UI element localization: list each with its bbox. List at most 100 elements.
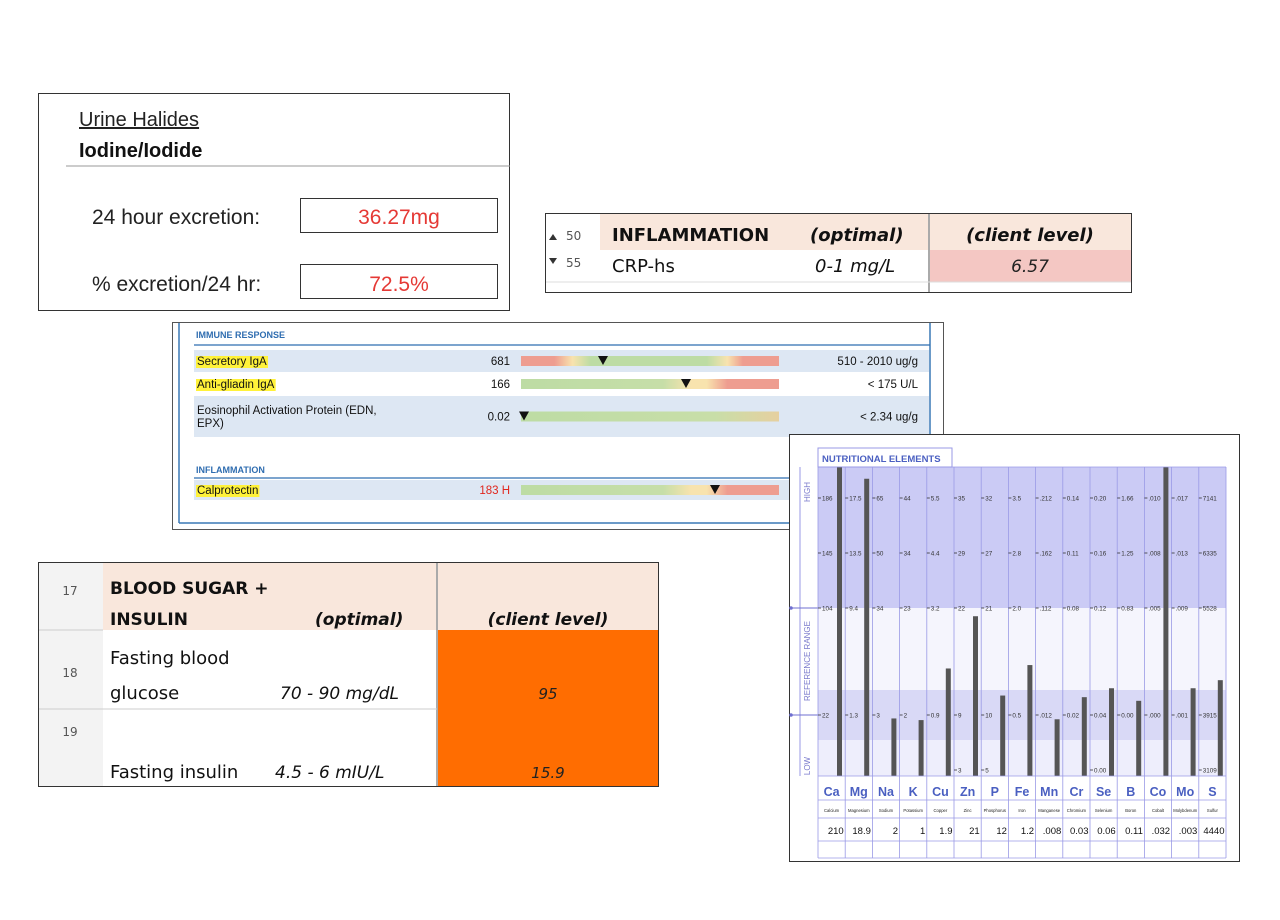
tick-label: 0.12	[1094, 605, 1107, 612]
tick-label: 0.9	[931, 712, 940, 719]
row-optimal: 0-1 mg/L	[815, 256, 895, 277]
tick-label: 0.11	[1067, 550, 1079, 557]
row-number: 18	[62, 666, 77, 680]
range-bar	[521, 411, 779, 422]
tick-label: 17.5	[849, 495, 862, 502]
bar	[1109, 688, 1114, 776]
tick-label: 21	[985, 605, 993, 612]
tick-label: 9	[958, 712, 962, 719]
header-optimal: (optimal)	[315, 610, 403, 630]
bar	[1027, 665, 1033, 776]
element-name: Cobalt	[1152, 808, 1165, 813]
tick-label: 0.5	[1012, 712, 1021, 719]
range-band	[818, 690, 1226, 740]
element-name: Sulfur	[1207, 808, 1219, 813]
element-symbol: Mn	[1040, 785, 1058, 799]
tick-label: 145	[822, 550, 833, 557]
bar	[1190, 688, 1196, 776]
row-value: 0.02	[488, 412, 510, 424]
tick-label: 22	[958, 605, 966, 612]
section-title: IMMUNE RESPONSE	[196, 330, 285, 340]
tick-label: 3109	[1203, 767, 1218, 774]
bar	[918, 720, 924, 776]
element-symbol: Zn	[960, 785, 975, 799]
bar	[1217, 680, 1223, 776]
tick-label: 44	[904, 495, 912, 502]
tick-label: 34	[904, 550, 912, 557]
tick-label: .010	[1148, 495, 1161, 502]
tick-label: 0.14	[1067, 495, 1080, 502]
row-name: EPX)	[197, 418, 224, 430]
tick-label: .017	[1176, 495, 1189, 502]
row-range: < 175 U/L	[868, 379, 919, 391]
tick-label: 3.5	[1012, 495, 1021, 502]
element-name: Manganese	[1038, 808, 1061, 813]
section-title: INFLAMMATION	[196, 465, 265, 475]
tick-label: 2.8	[1012, 550, 1021, 557]
chart-title: NUTRITIONAL ELEMENTS	[822, 454, 941, 465]
marker	[681, 379, 691, 388]
row-optimal: 4.5 - 6 mIU/L	[275, 763, 384, 783]
tick-label: .013	[1176, 550, 1189, 557]
bar	[837, 467, 842, 776]
header-client: (client level)	[488, 610, 609, 630]
element-symbol: B	[1126, 785, 1135, 799]
tick-label: 0.00	[1121, 712, 1134, 719]
element-value: 1	[920, 826, 925, 837]
row-optimal: 70 - 90 mg/dL	[280, 684, 399, 704]
element-symbol: P	[991, 785, 999, 799]
blood-sugar-table: 17 BLOOD SUGAR + INSULIN (optimal) (clie…	[38, 562, 659, 787]
tick-label: 0.20	[1094, 495, 1107, 502]
tick-label: 0.16	[1094, 550, 1107, 557]
element-name: Sodium	[879, 808, 894, 813]
tick-label: 7141	[1203, 495, 1218, 502]
row-name: CRP-hs	[612, 256, 675, 277]
element-value: 18.9	[852, 826, 871, 837]
tick-label: 0.04	[1094, 712, 1107, 719]
element-name: Calcium	[824, 808, 840, 813]
tick-label: 6335	[1203, 550, 1218, 557]
value-cell	[930, 250, 1131, 282]
element-symbol: Cr	[1069, 785, 1083, 799]
element-name: Zinc	[964, 808, 972, 813]
tick-label: 35	[958, 495, 966, 502]
element-symbol: S	[1208, 785, 1216, 799]
row-name: Secretory IgA	[197, 356, 267, 368]
expand-icon[interactable]	[549, 234, 557, 240]
element-value: 21	[969, 826, 980, 837]
row-value: 681	[491, 356, 510, 368]
row-client: 95	[538, 685, 557, 703]
range-bar	[521, 379, 779, 389]
tick-label: .212	[1040, 495, 1053, 502]
row-name: Fasting blood	[110, 648, 230, 669]
element-symbol: Ca	[824, 785, 841, 799]
value-cell	[438, 630, 658, 786]
tick-label: .012	[1040, 712, 1053, 719]
tick-label: 27	[985, 550, 993, 557]
row-number: 17	[62, 584, 77, 598]
row-name: glucose	[110, 683, 179, 704]
element-symbol: K	[909, 785, 918, 799]
collapse-icon[interactable]	[549, 258, 557, 264]
row-number-column	[39, 563, 103, 786]
tick-label: 65	[876, 495, 884, 502]
bar	[864, 478, 870, 776]
row-name: Anti-gliadin IgA	[197, 379, 275, 391]
element-value: 0.11	[1125, 826, 1143, 837]
highlight	[196, 485, 260, 497]
element-name: Boron	[1125, 808, 1137, 813]
value-box	[300, 198, 498, 233]
tick-label: .005	[1148, 605, 1161, 612]
element-value: .032	[1152, 826, 1171, 837]
row-name: Calprotectin	[197, 485, 258, 497]
tick-label: 4.4	[931, 550, 940, 557]
header-cell	[600, 214, 928, 250]
row-client: 15.9	[531, 764, 564, 782]
row-client: 6.57	[1011, 257, 1049, 277]
tick-label: 5528	[1203, 605, 1218, 612]
range-band	[818, 608, 1226, 690]
header-cell	[930, 214, 1131, 250]
tick-label: 9.4	[849, 605, 858, 612]
header-name: INSULIN	[110, 610, 188, 630]
